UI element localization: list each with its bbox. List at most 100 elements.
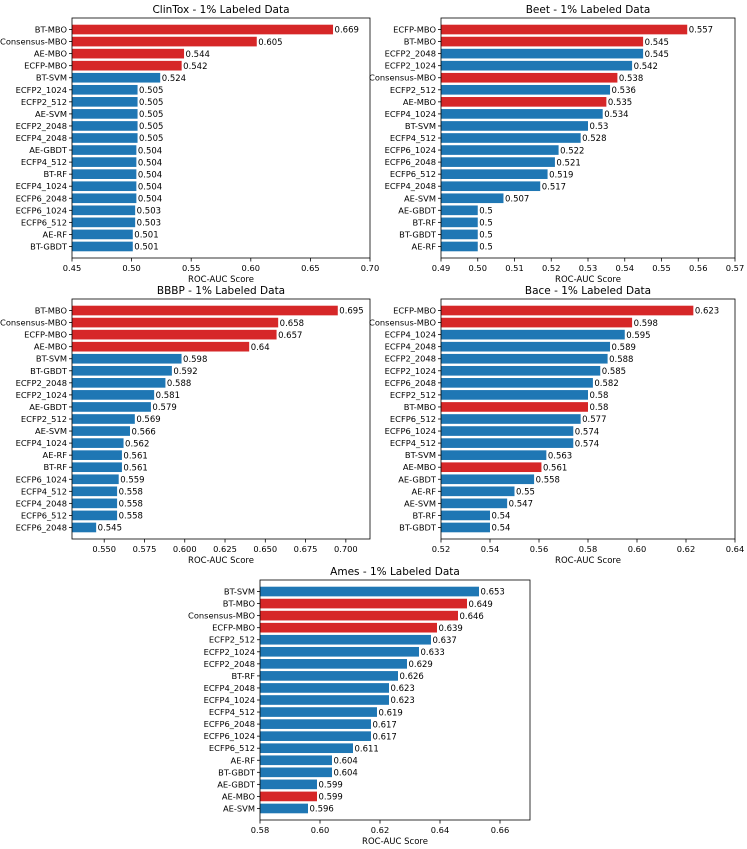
bar-ecfp4-2048 [441, 341, 611, 352]
x-tick-label: 0.54 [481, 544, 499, 554]
bar-value-label: 0.557 [689, 26, 713, 36]
bar-ae-mbo [72, 48, 185, 59]
y-tick-label: ECFP4_2048 [16, 133, 67, 143]
x-axis-label: ROC-AUC Score [555, 556, 621, 566]
y-tick-label: ECFP6_2048 [385, 157, 436, 167]
bar-ecfp4-1024 [441, 109, 603, 119]
y-tick-label: ECFP6_1024 [204, 731, 255, 741]
y-tick-label: ECFP2_2048 [16, 378, 67, 388]
bar-ecfp4-1024 [260, 695, 389, 705]
y-tick-label: ECFP6_2048 [16, 522, 67, 532]
x-tick-label: 0.56 [689, 263, 707, 273]
bar-ecfp2-512 [441, 84, 611, 95]
bar-value-label: 0.579 [152, 403, 176, 413]
y-tick-label: AE-RF [43, 229, 68, 239]
y-tick-label: AE-SVM [35, 109, 67, 119]
bar-value-label: 0.574 [575, 427, 599, 437]
x-tick-label: 0.600 [173, 544, 197, 554]
bar-value-label: 0.669 [335, 26, 359, 36]
y-tick-label: ECFP2_1024 [204, 647, 255, 657]
y-tick-label: Consensus-MBO [369, 318, 436, 328]
bar-bt-gbdt [72, 241, 133, 252]
y-tick-label: AE-SVM [223, 803, 255, 813]
y-tick-label: ECFP2_2048 [204, 659, 255, 669]
bar-bt-mbo [260, 598, 467, 609]
bar-consensus-mbo [260, 610, 458, 621]
bar-bt-mbo [72, 305, 338, 316]
bar-ecfp-mbo [72, 60, 182, 71]
bar-value-label: 0.605 [258, 38, 282, 48]
bar-bt-rf [72, 169, 137, 179]
bar-ecfp4-1024 [72, 438, 124, 448]
y-tick-label: ECFP2_2048 [385, 49, 436, 59]
bar-value-label: 0.521 [556, 158, 580, 168]
bar-bt-gbdt [72, 365, 172, 376]
x-tick-label: 0.45 [63, 263, 81, 273]
y-tick-label: BT-GBDT [399, 229, 437, 239]
bar-ecfp6-2048 [260, 719, 371, 729]
y-tick-label: ECFP2_512 [21, 414, 67, 424]
y-tick-label: ECFP4_512 [390, 133, 436, 143]
bar-value-label: 0.503 [137, 219, 161, 229]
chart-title: Beet - 1% Labeled Data [526, 4, 651, 16]
y-tick-label: AE-RF [43, 450, 68, 460]
x-tick-label: 0.625 [213, 544, 237, 554]
y-tick-label: BT-MBO [404, 37, 437, 47]
bar-value-label: 0.64 [251, 343, 270, 353]
bar-ecfp2-512 [72, 97, 138, 107]
bar-value-label: 0.574 [575, 439, 599, 449]
x-tick-label: 0.64 [431, 825, 449, 835]
bar-value-label: 0.545 [645, 50, 669, 60]
bar-ecfp4-512 [72, 157, 137, 167]
bar-value-label: 0.544 [186, 50, 210, 60]
x-tick-label: 0.64 [726, 544, 744, 554]
bar-value-label: 0.592 [173, 367, 197, 377]
y-tick-label: ECFP-MBO [24, 330, 67, 340]
bar-ecfp6-512 [72, 510, 118, 521]
x-tick-label: 0.60 [628, 544, 646, 554]
bar-value-label: 0.545 [98, 524, 122, 534]
x-tick-label: 0.55 [182, 263, 200, 273]
bar-value-label: 0.577 [582, 415, 606, 425]
bar-ecfp6-2048 [441, 157, 555, 167]
bar-value-label: 0.504 [138, 158, 162, 168]
chart-title: Bace - 1% Labeled Data [525, 285, 651, 297]
bar-ecfp2-1024 [441, 60, 633, 71]
bar-value-label: 0.649 [469, 600, 493, 610]
bar-value-label: 0.504 [138, 146, 162, 156]
bar-value-label: 0.5 [479, 219, 493, 229]
y-tick-label: AE-RF [231, 755, 256, 765]
bar-ecfp4-1024 [441, 329, 625, 340]
bar-value-label: 0.563 [548, 451, 572, 461]
bar-bt-gbdt [260, 767, 332, 778]
y-tick-label: Consensus-MBO [0, 318, 67, 328]
bar-value-label: 0.599 [319, 781, 343, 791]
y-tick-label: ECFP2_2048 [16, 121, 67, 131]
bar-ecfp2-1024 [441, 365, 601, 376]
bar-value-label: 0.559 [120, 475, 144, 485]
bar-value-label: 0.623 [695, 307, 719, 317]
y-tick-label: BT-RF [412, 510, 436, 520]
bar-ecfp6-2048 [72, 522, 97, 533]
bar-ecfp2-2048 [260, 659, 407, 669]
bar-bt-svm [260, 586, 479, 597]
bar-ecfp6-1024 [72, 205, 136, 216]
bar-ecfp4-512 [260, 707, 377, 717]
chart-title: BBBP - 1% Labeled Data [157, 285, 285, 297]
x-tick-label: 0.57 [726, 263, 744, 273]
bar-ecfp2-2048 [72, 121, 138, 131]
bar-value-label: 0.623 [391, 684, 415, 694]
y-tick-label: ECFP4_2048 [16, 498, 67, 508]
bar-value-label: 0.519 [549, 170, 573, 180]
y-tick-label: AE-SVM [35, 426, 67, 436]
x-tick-label: 0.51 [505, 263, 523, 273]
bar-value-label: 0.629 [409, 660, 433, 670]
bar-value-label: 0.653 [481, 588, 505, 598]
y-tick-label: AE-MBO [222, 791, 256, 801]
bar-value-label: 0.657 [278, 331, 302, 341]
chart-panel-1: ClinTox - 1% Labeled Data 0.669 BT-MBO 0.60… [0, 4, 379, 285]
x-tick-label: 0.56 [530, 544, 548, 554]
bar-value-label: 0.53 [590, 122, 609, 132]
chart-panel-4: Bace - 1% Labeled Data 0.623 ECFP-MBO 0.598… [369, 285, 744, 566]
bar-bt-mbo [441, 36, 644, 47]
